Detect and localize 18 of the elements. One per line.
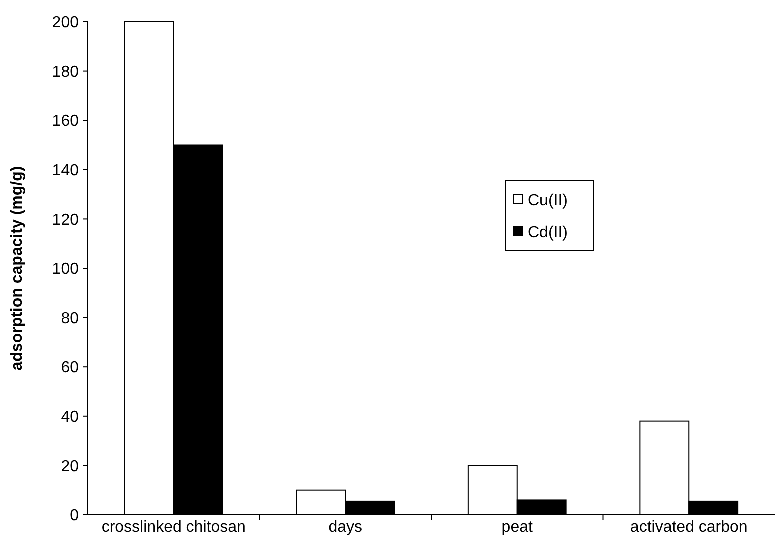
y-tick-label: 140 (52, 162, 80, 180)
legend-label: Cd(II) (528, 224, 568, 242)
y-tick-label: 20 (61, 458, 80, 476)
y-tick-label: 200 (52, 14, 80, 32)
y-axis-title: adsorption capacity (mg/g) (9, 166, 26, 371)
y-tick-label: 60 (61, 360, 80, 377)
y-tick-label: 80 (61, 310, 80, 328)
y-tick-label: 120 (52, 212, 80, 229)
y-tick-label: 160 (52, 113, 80, 130)
y-tick-label: 180 (52, 64, 80, 81)
legend-label: Cu(II) (528, 192, 568, 210)
y-tick-label: 40 (61, 409, 80, 426)
x-tick-label: days (328, 519, 363, 536)
x-tick-label: crosslinked chitosan (102, 519, 246, 536)
x-tick-label: peat (502, 519, 534, 536)
y-tick-label: 0 (70, 508, 80, 525)
y-tick-label: 100 (52, 261, 80, 278)
x-tick-label: activated carbon (630, 519, 748, 536)
